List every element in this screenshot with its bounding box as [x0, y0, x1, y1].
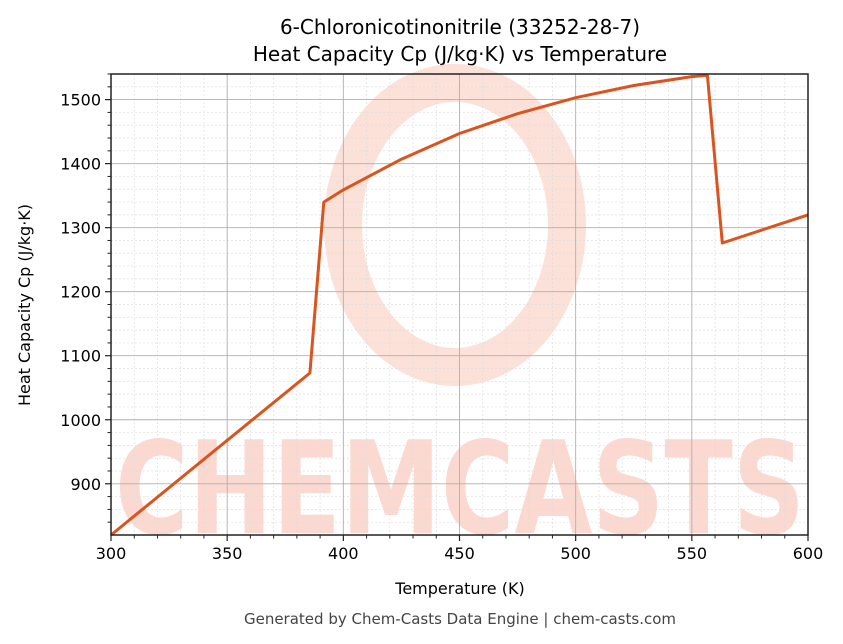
x-tick-label: 350	[212, 544, 243, 563]
x-tick-label: 400	[328, 544, 359, 563]
y-tick-label: 1500	[60, 91, 101, 110]
grid	[110, 73, 809, 535]
data-series	[110, 73, 809, 537]
x-tick-label: 550	[677, 544, 708, 563]
y-axis-label: Heat Capacity Cp (J/kg·K)	[15, 204, 34, 406]
y-tick-label: 1400	[60, 155, 101, 174]
footer-credit: Generated by Chem-Casts Data Engine | ch…	[244, 610, 676, 628]
x-tick-label: 300	[96, 544, 127, 563]
y-tick-label: 1200	[60, 283, 101, 302]
x-tick-label: 450	[444, 544, 475, 563]
chart-title: 6-Chloronicotinonitrile (33252-28-7)	[280, 15, 640, 39]
y-tick-label: 1100	[60, 347, 101, 366]
axis-ticks: 300 350 400 450 500 550 600 900 1000 1100 1200 1300…	[60, 73, 824, 563]
watermark-logo-icon	[324, 64, 586, 386]
chart-subtitle: Heat Capacity Cp (J/kg·K) vs Temperature	[253, 42, 667, 66]
watermark-text: CHEMCASTS	[115, 415, 805, 564]
y-tick-label: 900	[70, 475, 101, 494]
x-tick-label: 600	[793, 544, 824, 563]
x-tick-label: 500	[560, 544, 591, 563]
series-line-cp	[110, 73, 809, 537]
watermark: CHEMCASTS	[115, 64, 805, 564]
y-tick-label: 1300	[60, 219, 101, 238]
y-tick-label: 1000	[60, 411, 101, 430]
x-axis-label: Temperature (K)	[394, 579, 524, 598]
